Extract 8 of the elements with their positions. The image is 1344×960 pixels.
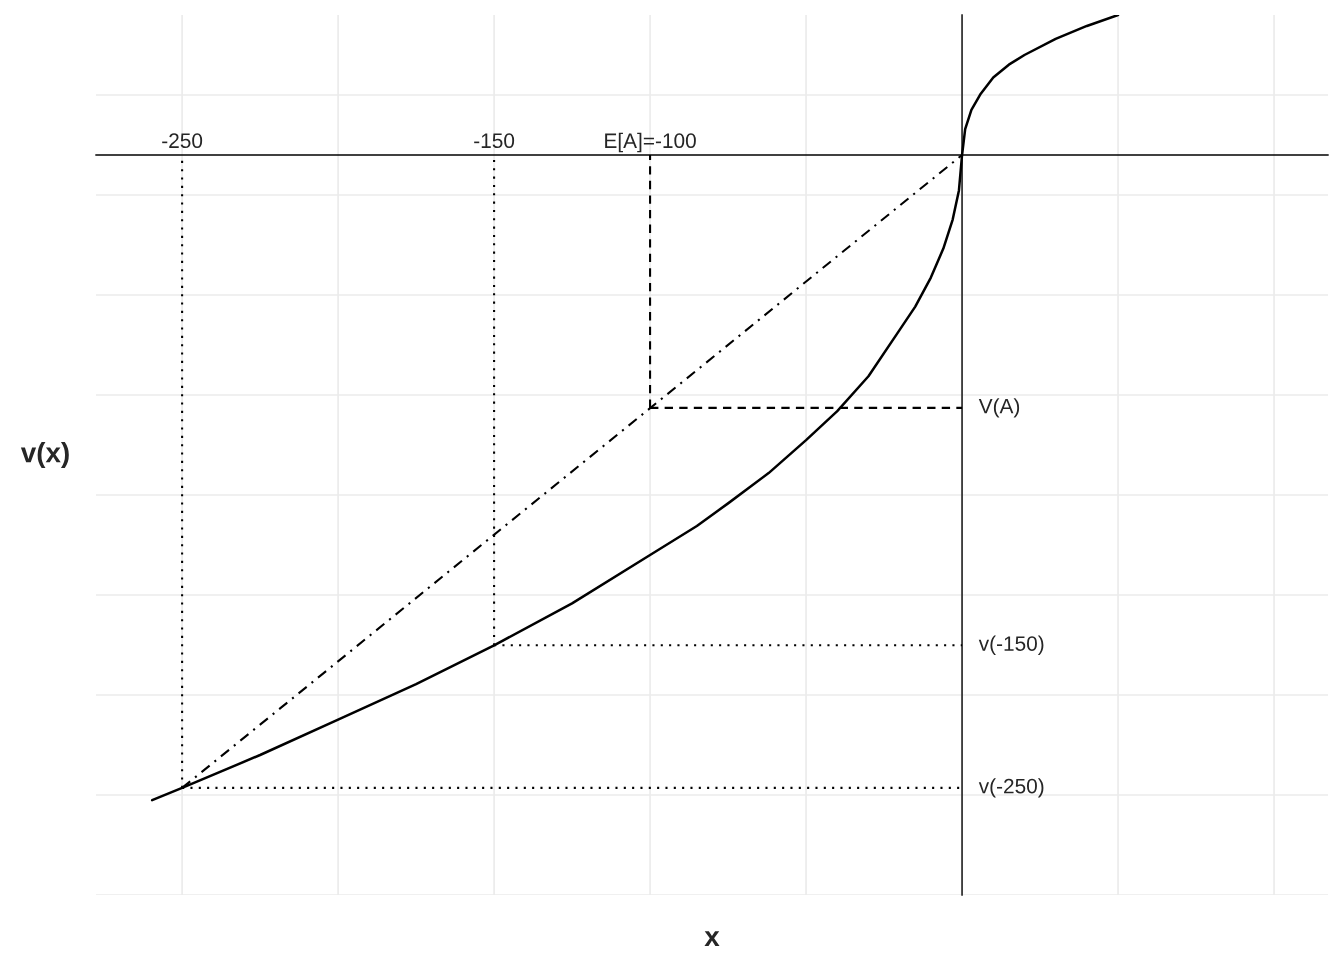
series-label: V(A): [978, 398, 1020, 418]
x-tick-label: -150: [474, 133, 515, 149]
x-tick-label: E[A]=-100: [605, 132, 696, 153]
x-tick-label: -250: [162, 133, 203, 149]
x-axis-title: x: [704, 931, 720, 946]
series-label: v(-150): [978, 635, 1044, 656]
series-label: v(-250): [978, 778, 1044, 798]
y-axis-title: v(x): [20, 442, 69, 468]
